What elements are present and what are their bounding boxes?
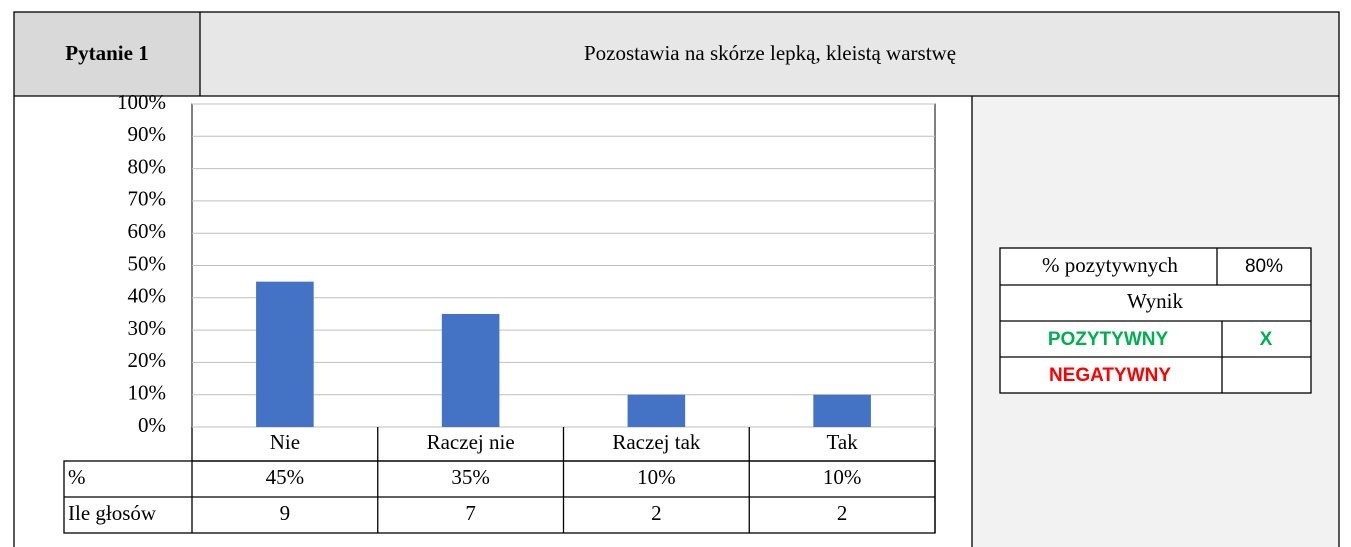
summary-table bbox=[999, 247, 1312, 394]
y-tick-label: 10% bbox=[128, 381, 167, 405]
row-label: % bbox=[68, 465, 86, 489]
y-tick-label: 40% bbox=[128, 284, 167, 308]
y-tick-label: 70% bbox=[128, 187, 167, 211]
y-tick-label: 20% bbox=[128, 348, 167, 372]
positive-result: POZYTYWNY bbox=[1048, 329, 1169, 350]
header-title: Pozostawia na skórze lepką, kleistą wars… bbox=[584, 41, 956, 65]
y-tick-label: 50% bbox=[128, 251, 167, 275]
value-label: 10% bbox=[637, 465, 676, 489]
y-tick-label: 30% bbox=[128, 316, 167, 340]
y-tick-label: 80% bbox=[128, 154, 167, 178]
header-label: Pytanie 1 bbox=[65, 41, 148, 65]
header-title-cell bbox=[200, 12, 1339, 96]
bar bbox=[627, 394, 686, 427]
bar bbox=[813, 394, 871, 427]
positive-label: % pozytywnych bbox=[1042, 253, 1178, 277]
x-tick-label: Raczej tak bbox=[612, 430, 701, 454]
bar bbox=[256, 281, 314, 427]
x-tick-label: Raczej nie bbox=[427, 430, 515, 454]
votes-cell: 7 bbox=[465, 501, 476, 525]
y-tick-label: 90% bbox=[128, 122, 167, 146]
y-tick-label: 60% bbox=[128, 219, 167, 243]
value-label: 45% bbox=[266, 465, 305, 489]
row-label: Ile głosów bbox=[68, 501, 157, 525]
frame bbox=[13, 11, 1340, 547]
y-tick-label: 100% bbox=[117, 90, 166, 114]
y-tick-label: 0% bbox=[138, 413, 166, 437]
positive-mark: X bbox=[1260, 329, 1273, 350]
value-label: 35% bbox=[451, 465, 490, 489]
votes-cell: 2 bbox=[837, 501, 848, 525]
value-label: 10% bbox=[823, 465, 862, 489]
votes-cell: 9 bbox=[280, 501, 291, 525]
positive-value: 80% bbox=[1245, 256, 1283, 277]
negative-result: NEGATYWNY bbox=[1049, 365, 1171, 386]
votes-cell: 2 bbox=[651, 501, 662, 525]
x-tick-label: Tak bbox=[827, 430, 859, 454]
result-label: Wynik bbox=[1127, 289, 1183, 313]
bar bbox=[441, 313, 500, 427]
x-tick-label: Nie bbox=[270, 430, 300, 454]
header-label-cell bbox=[14, 12, 200, 96]
